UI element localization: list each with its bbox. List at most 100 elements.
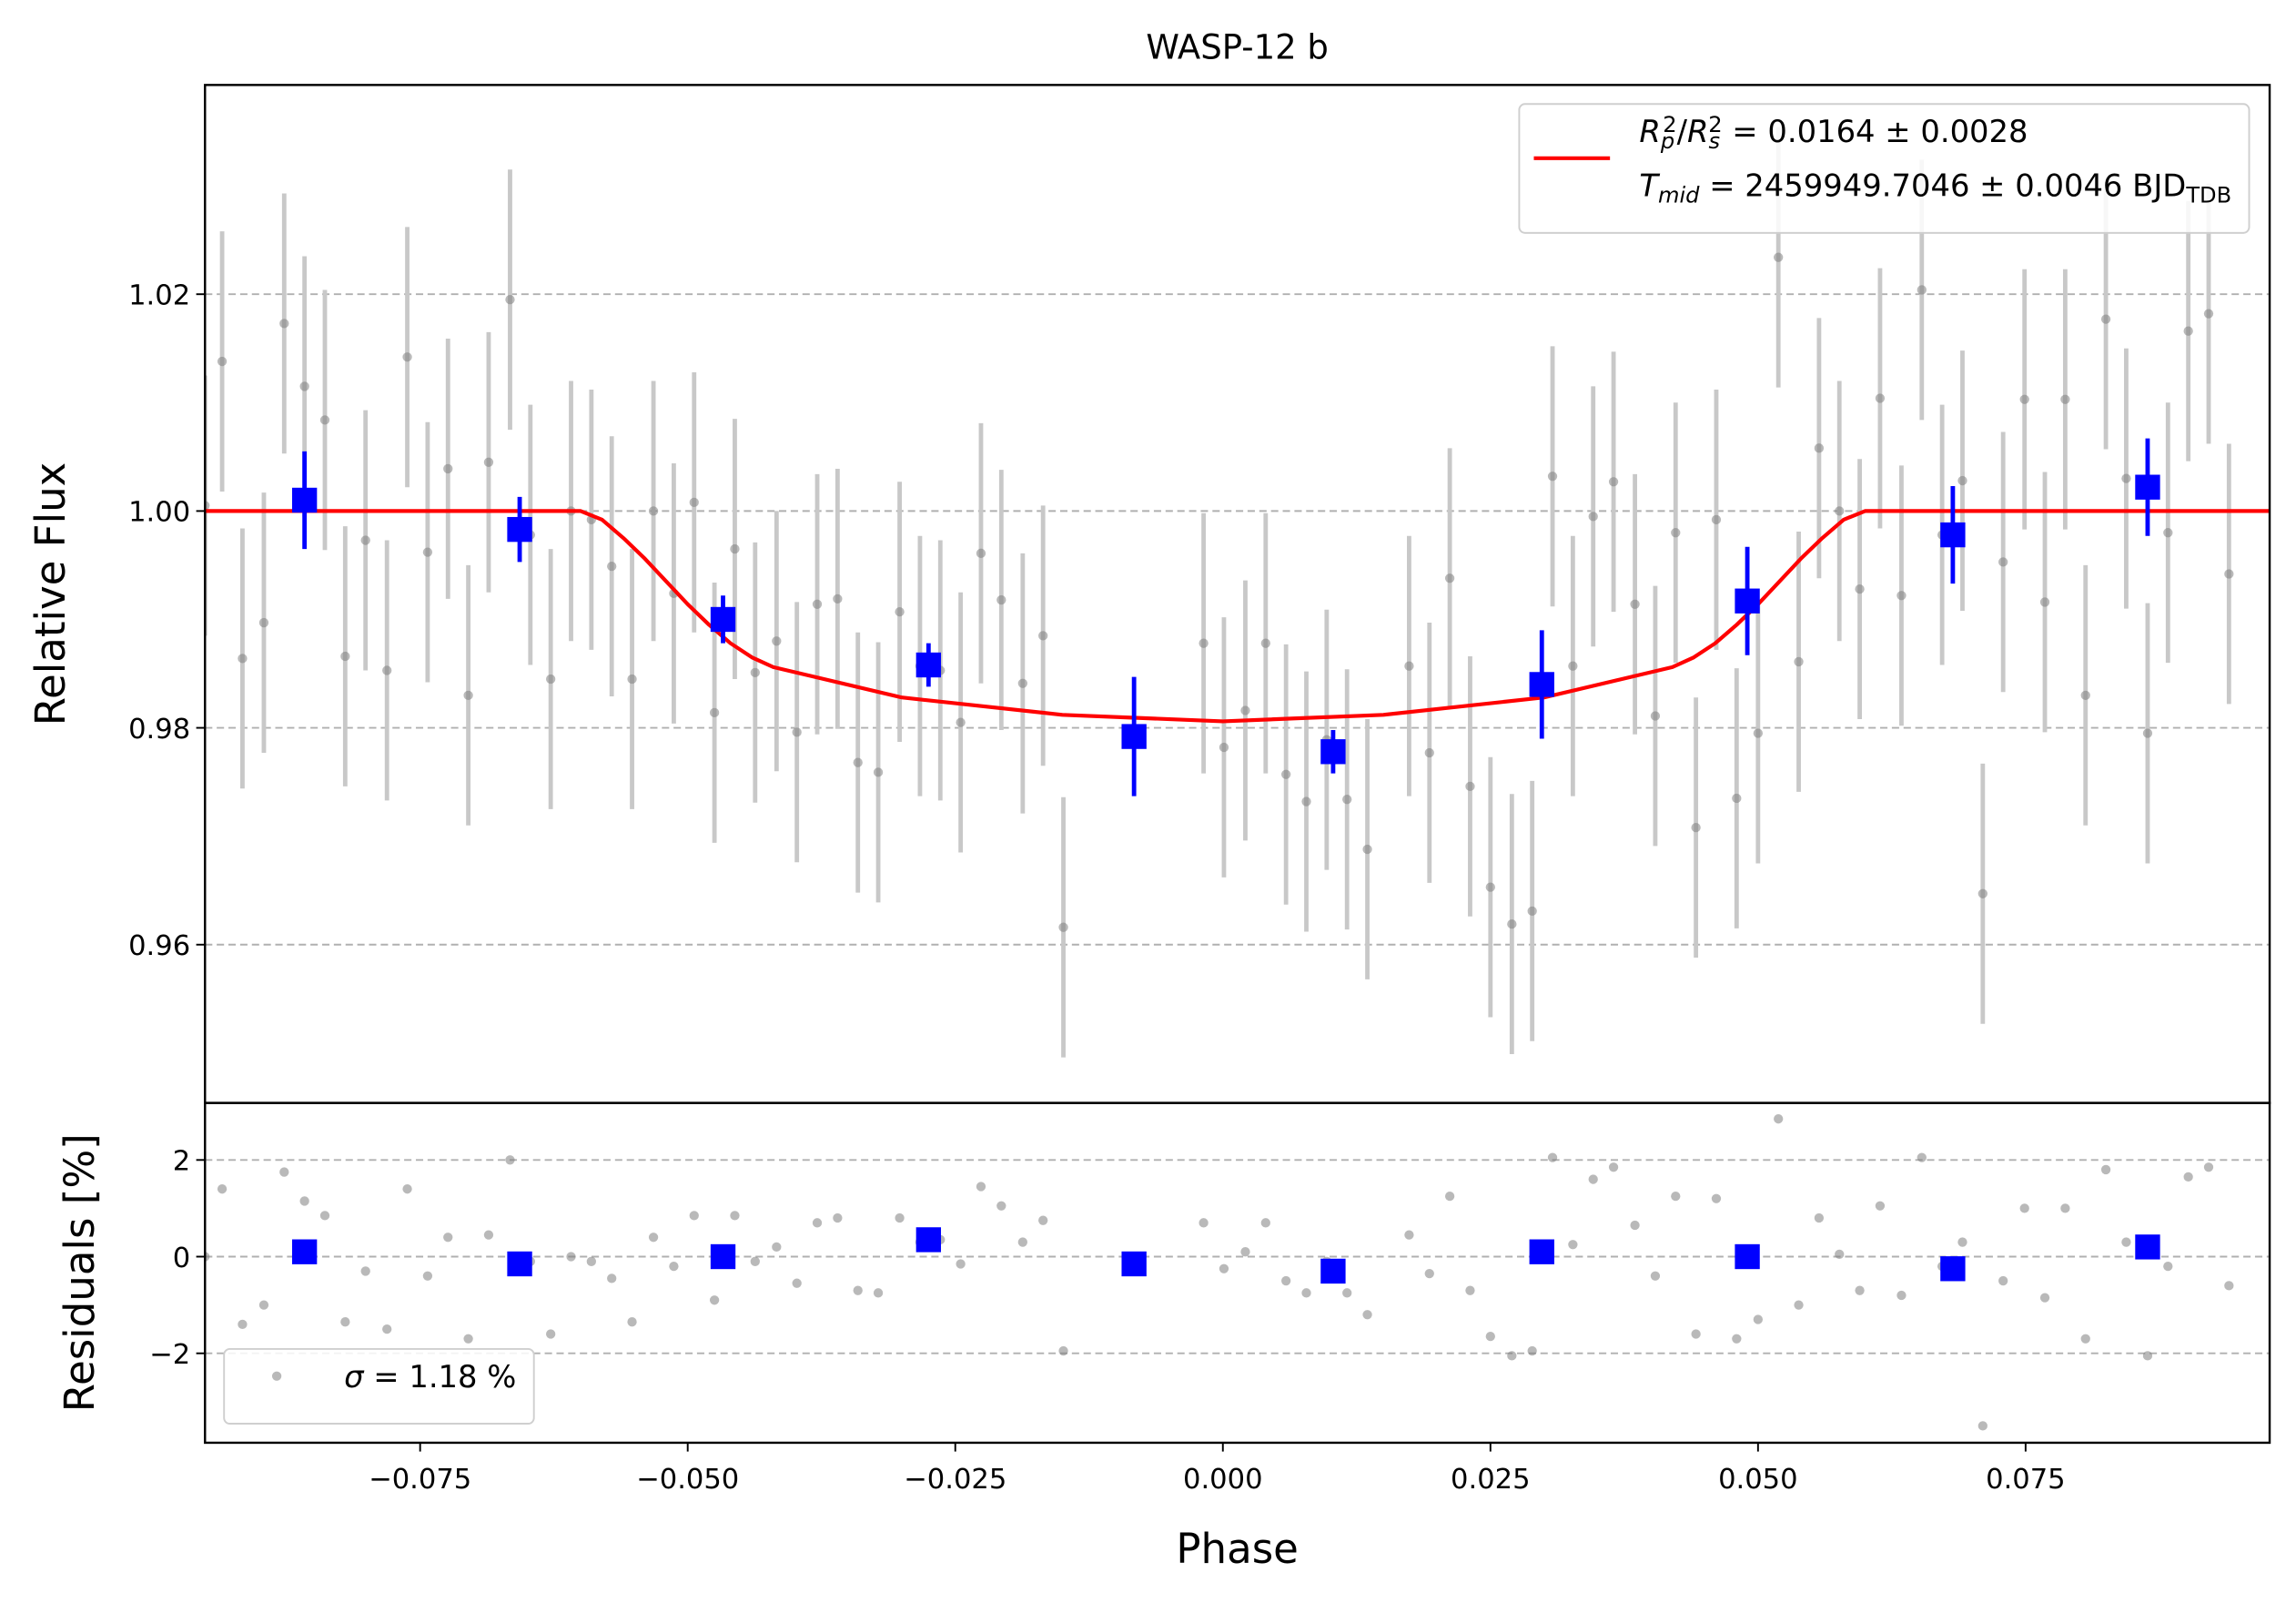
data-point bbox=[1199, 638, 1209, 648]
data-point bbox=[566, 1252, 576, 1262]
data-point bbox=[1630, 1220, 1640, 1231]
data-point bbox=[1547, 472, 1558, 482]
data-point bbox=[2121, 1237, 2131, 1247]
y-tick-label: 0.98 bbox=[128, 714, 190, 746]
data-point bbox=[2039, 597, 2050, 607]
data-point bbox=[2224, 569, 2234, 579]
legend-text-part: R bbox=[1687, 114, 1708, 149]
data-point bbox=[1281, 769, 1291, 779]
x-tick-label: 0.050 bbox=[1718, 1464, 1798, 1496]
data-point bbox=[463, 690, 473, 700]
data-point bbox=[1017, 678, 1027, 688]
legend-text-part: 2 bbox=[1663, 112, 1676, 137]
binned-point bbox=[2135, 1234, 2160, 1260]
data-point bbox=[238, 1319, 248, 1329]
data-point bbox=[996, 1201, 1006, 1211]
data-point bbox=[1568, 661, 1578, 671]
data-point bbox=[2060, 1203, 2070, 1213]
data-point bbox=[1058, 922, 1068, 932]
axes-frame bbox=[204, 1101, 2271, 1445]
data-point bbox=[1977, 1421, 1988, 1431]
data-point bbox=[812, 1218, 823, 1228]
plot-area: −2 0 2 −0.075 −0.050 −0.025 0.000 0.025 0.050 0.0… bbox=[56, 1101, 2271, 1573]
data-point bbox=[792, 1278, 802, 1288]
data-point bbox=[1527, 1345, 1537, 1356]
data-point bbox=[319, 1211, 330, 1221]
data-point bbox=[443, 1233, 453, 1243]
data-point bbox=[1588, 1174, 1598, 1184]
data-point bbox=[1424, 1268, 1434, 1279]
data-point bbox=[319, 415, 330, 425]
data-point bbox=[772, 1242, 782, 1253]
data-point bbox=[463, 1334, 473, 1344]
data-point bbox=[2039, 1293, 2050, 1303]
legend-box bbox=[223, 1347, 535, 1425]
data-layer bbox=[205, 127, 2271, 1058]
legend-text-part: / bbox=[1677, 114, 1688, 149]
data-point bbox=[648, 1233, 659, 1243]
data-point bbox=[443, 463, 453, 474]
data-point bbox=[1608, 477, 1619, 487]
data-point bbox=[895, 606, 905, 617]
data-point bbox=[1691, 1329, 1701, 1339]
data-point bbox=[1568, 1240, 1578, 1250]
legend: σ = 1.18 % bbox=[223, 1347, 535, 1425]
data-point bbox=[1732, 793, 1742, 804]
data-point bbox=[1301, 796, 1311, 807]
legend-text-part: p bbox=[1660, 128, 1674, 154]
data-point bbox=[669, 1261, 679, 1272]
legend-text-part: = 1.18 % bbox=[364, 1359, 517, 1395]
data-point bbox=[1753, 1314, 1763, 1324]
data-point bbox=[2183, 326, 2193, 336]
binned-point bbox=[2135, 474, 2160, 500]
data-point bbox=[853, 1285, 863, 1295]
data-point bbox=[1630, 599, 1640, 609]
data-point bbox=[1835, 506, 1845, 516]
data-point bbox=[2183, 1172, 2193, 1182]
data-point bbox=[1835, 1249, 1845, 1259]
legend-label: σ = 1.18 % bbox=[344, 1359, 516, 1395]
legend-text-part: mid bbox=[1658, 183, 1700, 208]
y-tick-label: 0 bbox=[173, 1243, 190, 1274]
x-tick-label: 0.075 bbox=[1986, 1464, 2066, 1496]
x-tick-label: 0.000 bbox=[1183, 1464, 1263, 1496]
data-point bbox=[217, 356, 228, 367]
data-point bbox=[1240, 1247, 1250, 1257]
data-point bbox=[205, 1252, 210, 1262]
data-point bbox=[2080, 690, 2090, 700]
data-point bbox=[1896, 591, 1907, 601]
legend-label: Tmid = 2459949.7046 ± 0.0046 BJDTDB bbox=[1639, 168, 2231, 208]
data-point bbox=[627, 1317, 637, 1327]
data-point bbox=[1362, 844, 1372, 855]
data-point bbox=[1650, 1271, 1661, 1281]
data-point bbox=[1998, 557, 2008, 567]
data-point bbox=[360, 1266, 370, 1276]
data-point bbox=[1240, 705, 1250, 715]
legend-box bbox=[1518, 103, 2250, 234]
legend-swatch bbox=[271, 1371, 282, 1381]
data-point bbox=[2163, 1261, 2173, 1272]
data-point bbox=[648, 506, 659, 516]
x-tick-label: −0.075 bbox=[369, 1464, 471, 1496]
data-point bbox=[586, 1256, 597, 1266]
binned-point bbox=[1320, 739, 1346, 765]
binned-point bbox=[1529, 672, 1554, 697]
data-point bbox=[1444, 573, 1455, 583]
legend-text-part: 2 bbox=[1708, 112, 1722, 137]
data-point bbox=[1038, 631, 1048, 641]
legend-text-part: R bbox=[1639, 114, 1660, 149]
data-point bbox=[976, 548, 986, 558]
data-point bbox=[750, 667, 760, 677]
data-point bbox=[279, 319, 289, 329]
y-tick-label: 0.96 bbox=[128, 930, 190, 962]
data-point bbox=[996, 594, 1006, 605]
binned-point bbox=[710, 606, 736, 633]
binned-point bbox=[1735, 1243, 1760, 1270]
data-point bbox=[1058, 1345, 1068, 1356]
data-point bbox=[1732, 1334, 1742, 1344]
data-point bbox=[1485, 882, 1495, 892]
data-point bbox=[853, 757, 863, 767]
data-point bbox=[2142, 1351, 2153, 1361]
binned-point bbox=[1940, 1256, 1966, 1282]
